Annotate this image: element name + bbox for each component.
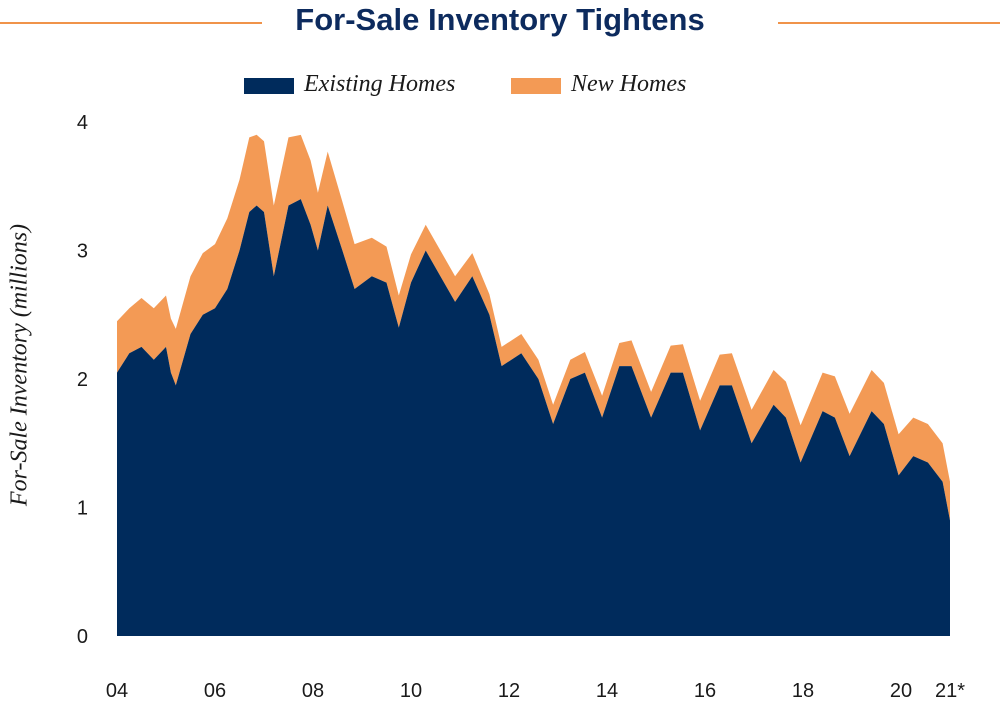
x-tick-label: 18 (792, 680, 814, 702)
y-tick-labels: 0 1 2 3 4 (77, 112, 88, 648)
x-tick-label: 16 (694, 680, 716, 702)
x-tick-label: 10 (400, 680, 422, 702)
y-tick-label: 0 (77, 626, 88, 648)
x-tick-label: 08 (302, 680, 324, 702)
legend-label-new-homes: New Homes (571, 71, 687, 97)
x-tick-label: 12 (498, 680, 520, 702)
y-tick-label: 3 (77, 241, 88, 263)
title-bar: For-Sale Inventory Tightens (0, 0, 1000, 50)
chart-title: For-Sale Inventory Tightens (295, 2, 705, 37)
y-tick-label: 1 (77, 498, 88, 520)
area-existing-homes (117, 199, 950, 636)
x-tick-label: 06 (204, 680, 226, 702)
area-layers (117, 134, 950, 636)
x-tick-label: 14 (596, 680, 618, 702)
y-tick-label: 2 (77, 369, 88, 391)
title-rule-right (778, 22, 1000, 24)
legend-label-existing-homes: Existing Homes (304, 71, 456, 97)
x-tick-label: 20 (890, 680, 912, 702)
title-rule-left (0, 22, 262, 24)
x-tick-label: 04 (106, 680, 128, 702)
legend-swatch-existing-homes (244, 78, 294, 94)
x-tick-labels: 04 06 08 10 12 14 16 18 20 21* (106, 680, 965, 702)
legend-swatch-new-homes (511, 78, 561, 94)
x-tick-label: 21* (935, 680, 965, 702)
legend: Existing Homes New Homes (0, 70, 1000, 102)
y-tick-label: 4 (77, 112, 88, 134)
